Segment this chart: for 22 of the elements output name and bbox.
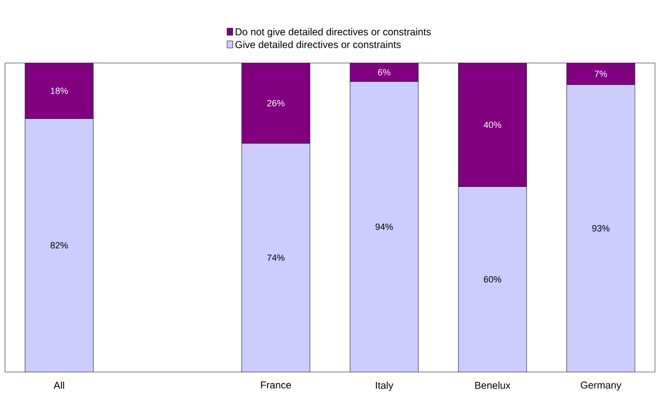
bar bbox=[242, 62, 310, 144]
data-label: 40% bbox=[484, 122, 502, 128]
data-label: 74% bbox=[267, 254, 285, 261]
x-tick-label: France bbox=[261, 382, 291, 389]
bar bbox=[566, 62, 636, 85]
legend-label: Do not give detailed directives or constraints bbox=[236, 28, 431, 38]
data-label: 7% bbox=[594, 70, 608, 77]
data-label: 18% bbox=[50, 88, 68, 94]
x-tick-label: Italy bbox=[376, 382, 394, 391]
legend-label: Give detailed directives or constraints bbox=[235, 40, 401, 48]
bar bbox=[458, 62, 527, 187]
x-tick-label: Benelux bbox=[475, 382, 510, 389]
data-label: 60% bbox=[484, 276, 502, 282]
x-tick-label: All bbox=[54, 382, 64, 389]
bar bbox=[24, 62, 94, 119]
data-label: 93% bbox=[592, 225, 610, 232]
data-label: 82% bbox=[50, 242, 68, 248]
data-label: 6% bbox=[378, 69, 390, 76]
data-label: 26% bbox=[267, 100, 285, 106]
bar bbox=[350, 62, 418, 82]
data-label: 94% bbox=[376, 224, 393, 230]
x-tick-label: Germany bbox=[580, 382, 622, 391]
